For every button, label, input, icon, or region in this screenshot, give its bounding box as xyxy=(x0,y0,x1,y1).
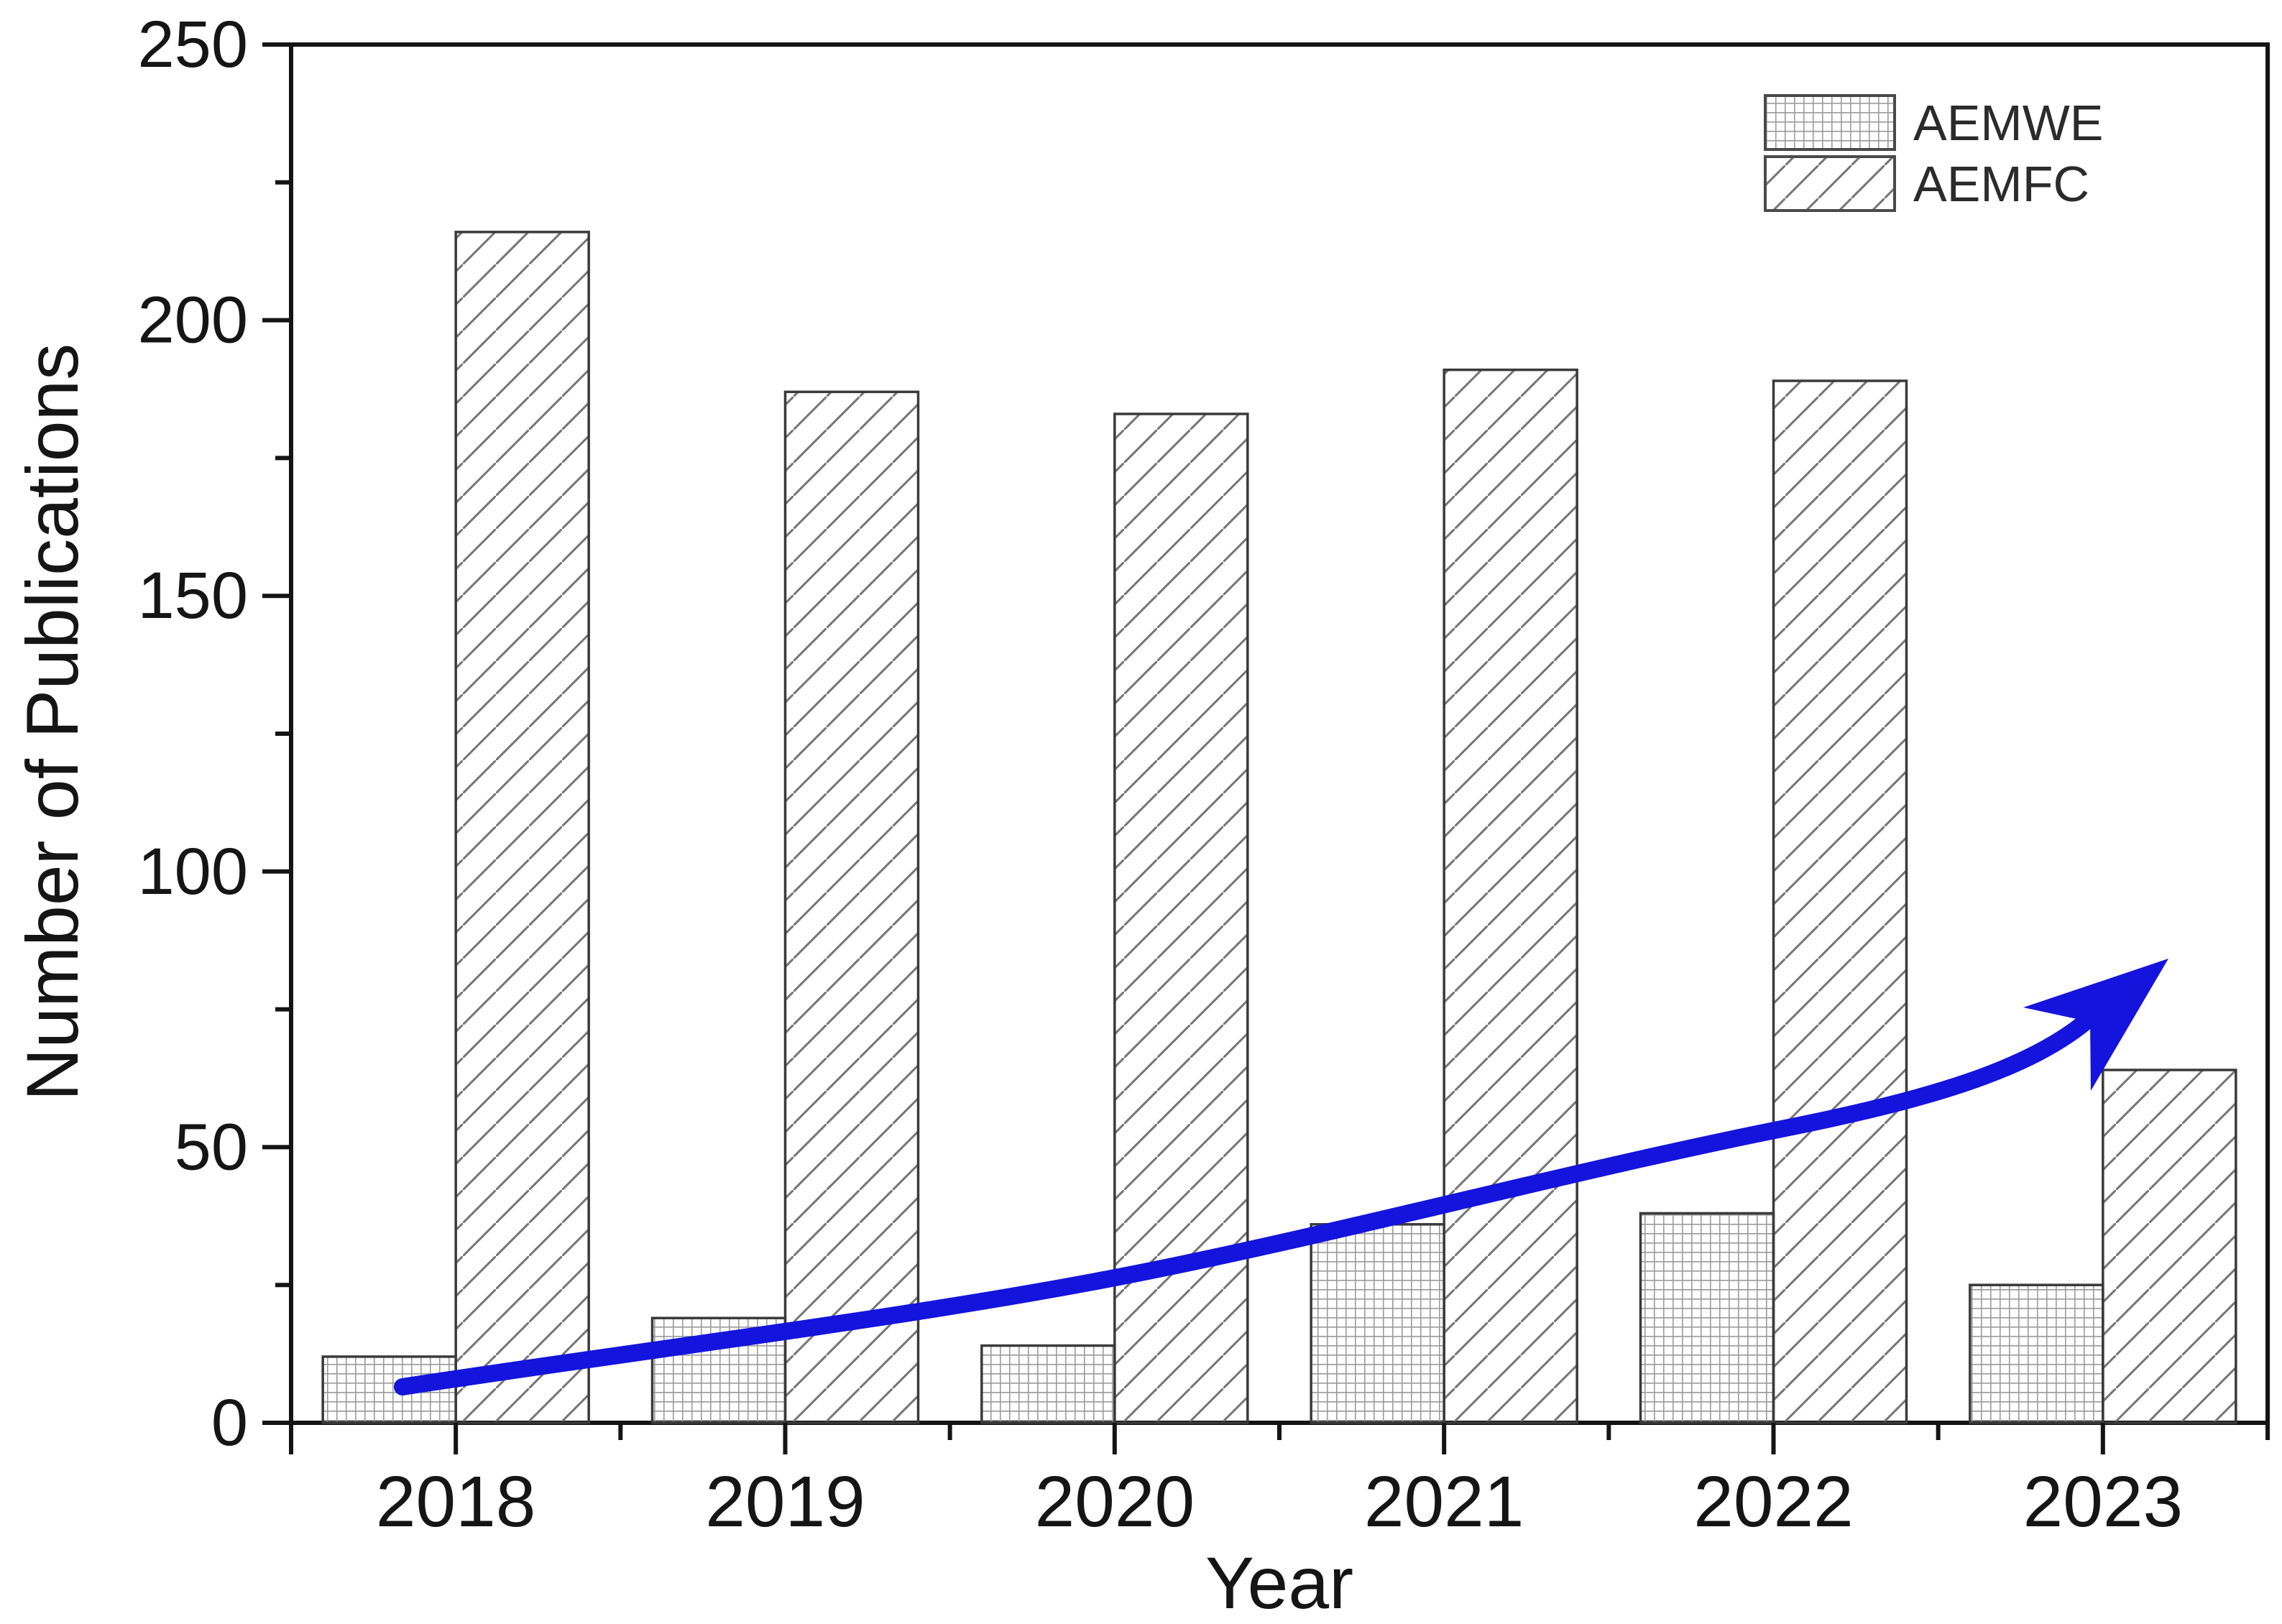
legend-swatch-diagonal-hatch xyxy=(1764,155,1896,212)
y-axis-title: Number of Publications xyxy=(11,343,93,1102)
x-axis-title: Year xyxy=(1205,1542,1353,1620)
bar-aemfc-2023 xyxy=(2102,1069,2237,1424)
bar-aemwe-2023 xyxy=(1969,1283,2104,1424)
legend-item-aemwe: AEMWE xyxy=(1764,94,2103,151)
y-tick-label-50: 50 xyxy=(175,1110,248,1184)
legend-label-aemfc: AEMFC xyxy=(1913,156,2089,212)
x-tick-label-2020: 2020 xyxy=(1035,1462,1195,1542)
tick-labels-group: 0 50 100 150 200 250 2018 2019 2020 2021 2022 2023 xyxy=(138,8,2184,1542)
bar-aemfc-2018 xyxy=(454,231,590,1424)
y-tick-label-200: 200 xyxy=(138,284,249,357)
bar-aemwe-2020 xyxy=(980,1344,1116,1424)
bar-aemwe-2022 xyxy=(1639,1212,1775,1424)
legend-label-aemwe: AEMWE xyxy=(1913,95,2103,151)
x-tick-label-2022: 2022 xyxy=(1693,1462,1853,1542)
trend-arrow-shaft xyxy=(394,1008,2100,1395)
y-tick-label-0: 0 xyxy=(211,1386,248,1459)
x-tick-label-2023: 2023 xyxy=(2023,1462,2183,1542)
x-tick-label-2019: 2019 xyxy=(705,1462,865,1542)
y-tick-label-150: 150 xyxy=(138,559,249,632)
bar-aemfc-2022 xyxy=(1772,379,1908,1424)
trend-arrow xyxy=(394,959,2168,1395)
legend-item-aemfc: AEMFC xyxy=(1764,155,2089,212)
x-tick-label-2018: 2018 xyxy=(376,1462,535,1542)
trend-arrow-head xyxy=(2023,959,2168,1091)
y-tick-label-100: 100 xyxy=(138,835,249,908)
legend: AEMWE AEMFC xyxy=(1764,94,2103,212)
legend-swatch-grid-hatch xyxy=(1764,94,1896,151)
bar-aemfc-2019 xyxy=(783,390,920,1424)
x-tick-label-2021: 2021 xyxy=(1364,1462,1524,1542)
y-tick-label-250: 250 xyxy=(138,8,249,81)
bar-aemwe-2021 xyxy=(1310,1223,1445,1424)
bar-aemfc-2021 xyxy=(1443,368,1578,1424)
axis-ticks-group xyxy=(262,42,2270,1454)
